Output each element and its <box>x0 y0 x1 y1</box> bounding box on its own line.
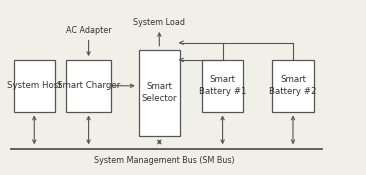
Text: Smart
Selector: Smart Selector <box>142 82 177 103</box>
Bar <box>272 60 314 112</box>
Text: System Host: System Host <box>7 81 61 90</box>
Bar <box>14 60 55 112</box>
Bar <box>202 60 243 112</box>
Text: AC Adapter: AC Adapter <box>66 26 111 35</box>
Text: System Load: System Load <box>133 18 185 27</box>
Text: Smart Charger: Smart Charger <box>57 81 120 90</box>
Bar <box>66 60 111 112</box>
Text: Smart
Battery #2: Smart Battery #2 <box>269 75 317 96</box>
Text: Smart
Battery #1: Smart Battery #1 <box>199 75 246 96</box>
Bar <box>139 50 180 136</box>
Text: System Management Bus (SM Bus): System Management Bus (SM Bus) <box>94 156 235 165</box>
